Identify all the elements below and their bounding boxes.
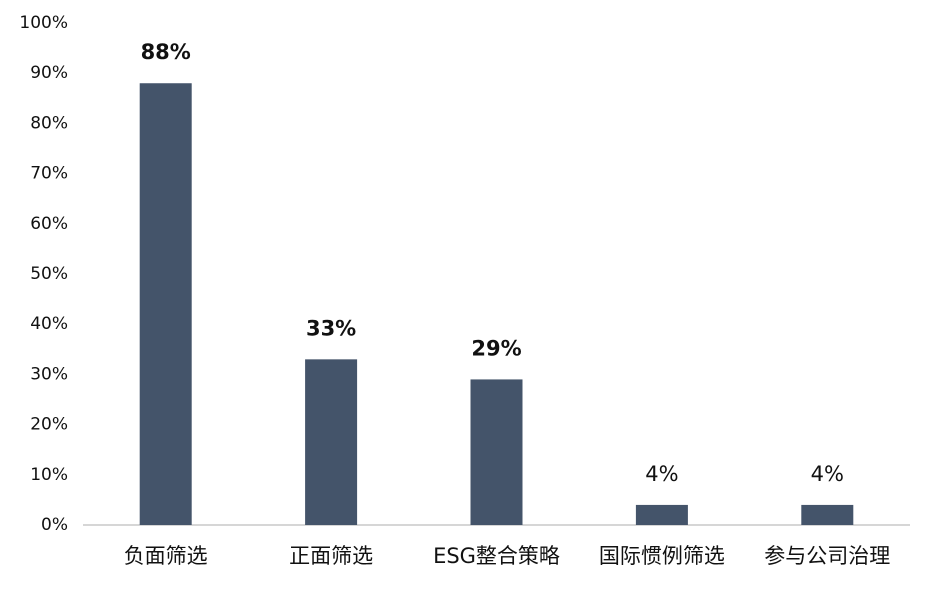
y-tick-label: 10% <box>30 465 68 485</box>
y-tick-label: 40% <box>30 314 68 334</box>
x-tick-label: 国际惯例筛选 <box>599 544 725 568</box>
y-tick-label: 50% <box>30 264 68 284</box>
value-label: 29% <box>471 336 521 360</box>
y-tick-label: 80% <box>30 113 68 133</box>
x-tick-label: 参与公司治理 <box>764 544 890 568</box>
value-label: 4% <box>645 462 678 486</box>
x-tick-label: ESG整合策略 <box>433 544 560 568</box>
bar <box>635 504 688 525</box>
x-tick-label: 正面筛选 <box>289 544 373 568</box>
y-tick-label: 90% <box>30 63 68 83</box>
value-label: 4% <box>811 462 844 486</box>
bar <box>139 83 192 526</box>
y-tick-label: 70% <box>30 164 68 184</box>
y-tick-label: 20% <box>30 415 68 435</box>
y-tick-label: 30% <box>30 364 68 384</box>
bar <box>470 379 523 525</box>
x-tick-label: 负面筛选 <box>124 544 208 568</box>
value-label: 88% <box>141 40 191 64</box>
value-label: 33% <box>306 316 356 340</box>
bar <box>305 359 358 525</box>
bar <box>801 504 854 525</box>
y-tick-label: 60% <box>30 214 68 234</box>
y-tick-label: 100% <box>19 13 68 33</box>
y-tick-label: 0% <box>41 515 68 535</box>
